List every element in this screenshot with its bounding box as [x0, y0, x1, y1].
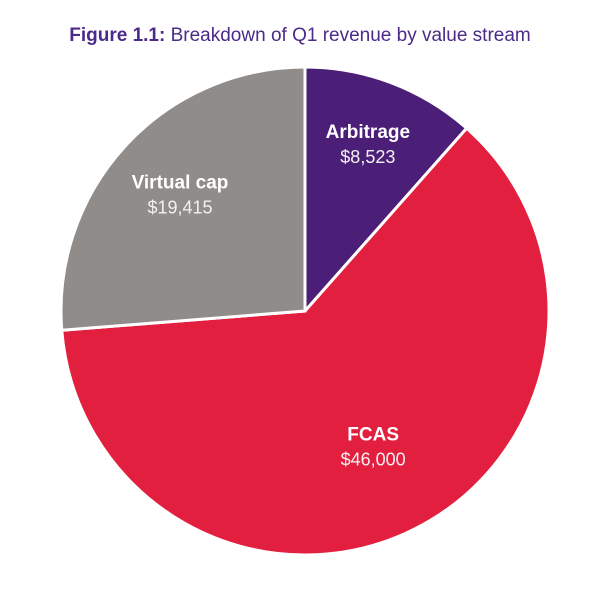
- pie-slice: [303, 65, 469, 315]
- pie-slice: [59, 65, 307, 332]
- chart-title-line: Figure 1.1: Breakdown of Q1 revenue by v…: [69, 25, 531, 46]
- figure-label: Figure 1.1:: [69, 25, 165, 46]
- value-label: $19,415: [147, 197, 212, 217]
- pie-slice: [60, 126, 551, 557]
- value-label: $46,000: [341, 449, 406, 469]
- value-label: $8,523: [340, 147, 395, 167]
- chart-title: Breakdown of Q1 revenue by value stream: [171, 25, 531, 46]
- slice-label: Arbitrage: [326, 122, 410, 143]
- slice-label: Virtual cap: [132, 173, 229, 194]
- slice-label: FCAS: [347, 425, 399, 446]
